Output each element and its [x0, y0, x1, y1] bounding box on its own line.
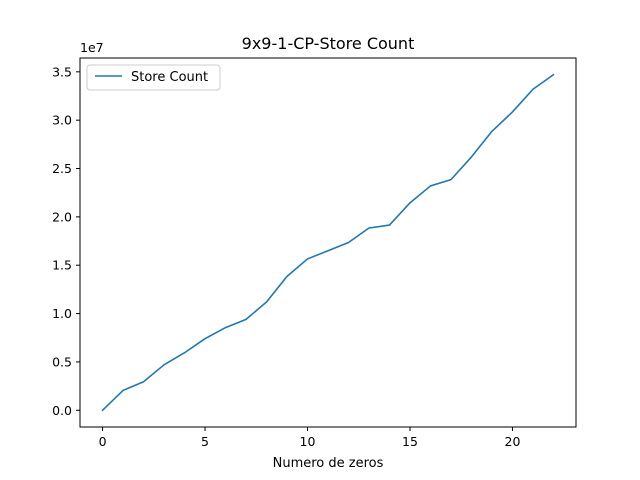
y-offset-label: 1e7 — [80, 40, 104, 55]
x-axis-label: Numero de zeros — [273, 456, 384, 471]
axis-ticks: 0 5 10 15 20 0.0 0.5 1.0 1.5 2.0 2.5 3.0 3.5 — [52, 64, 520, 449]
x-tick-label: 0 — [99, 434, 107, 449]
y-tick-label: 1.5 — [52, 258, 72, 273]
x-tick-label: 10 — [300, 434, 316, 449]
legend: Store Count — [86, 64, 221, 91]
y-tick-label: 3.5 — [52, 64, 72, 79]
legend-label: Store Count — [131, 70, 208, 85]
x-tick-label: 20 — [505, 434, 521, 449]
y-tick-label: 2.0 — [52, 209, 72, 224]
legend-box — [86, 64, 221, 91]
y-tick-label: 1.0 — [52, 306, 72, 321]
y-tick-label: 0.5 — [52, 354, 72, 369]
y-tick-label: 2.5 — [52, 161, 72, 176]
y-tick-label: 0.0 — [52, 403, 72, 418]
x-tick-label: 15 — [402, 434, 418, 449]
plot-frame — [79, 57, 577, 428]
series-layer — [101, 73, 555, 412]
x-tick-label: 5 — [201, 434, 209, 449]
chart-title: 9x9-1-CP-Store Count — [242, 34, 415, 53]
series-line — [101, 73, 555, 412]
y-tick-label: 3.0 — [52, 113, 72, 128]
